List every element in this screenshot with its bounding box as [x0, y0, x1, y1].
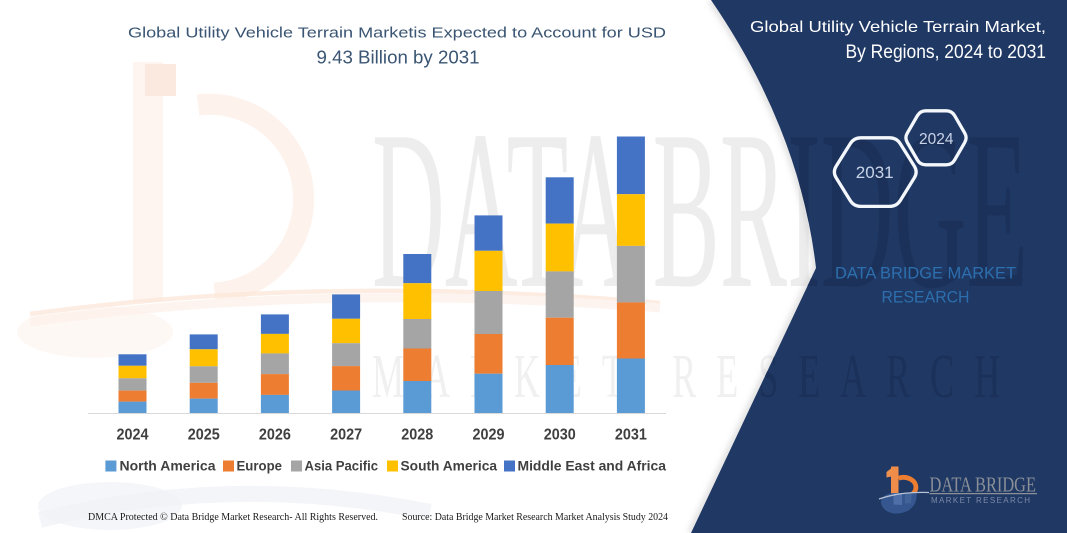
svg-text:Global Utility Vehicle Terrain: Global Utility Vehicle Terrain Marketis …	[128, 26, 666, 42]
svg-text:2024: 2024	[117, 427, 149, 444]
svg-text:DATA BRIDGE: DATA BRIDGE	[930, 473, 1037, 497]
svg-text:RESEARCH: RESEARCH	[882, 287, 970, 306]
svg-text:2027: 2027	[330, 427, 362, 444]
svg-text:North America: North America	[120, 459, 217, 474]
svg-text:South America: South America	[401, 459, 498, 474]
svg-text:MARKET RESEARCH: MARKET RESEARCH	[931, 496, 1034, 505]
svg-text:2024: 2024	[919, 131, 954, 148]
svg-text:Europe: Europe	[237, 459, 283, 474]
svg-text:DATA BRIDGE MARKET: DATA BRIDGE MARKET	[835, 264, 1016, 283]
svg-text:By Regions, 2024 to 2031: By Regions, 2024 to 2031	[846, 42, 1047, 63]
svg-text:Source: Data Bridge Market Res: Source: Data Bridge Market Research Mark…	[402, 511, 668, 523]
svg-text:Asia Pacific: Asia Pacific	[305, 459, 379, 474]
svg-text:2028: 2028	[401, 427, 433, 444]
svg-text:2031: 2031	[856, 163, 894, 182]
svg-text:DMCA Protected © Data Bridge M: DMCA Protected © Data Bridge Market Rese…	[88, 511, 378, 523]
svg-text:2030: 2030	[544, 427, 576, 444]
svg-text:2025: 2025	[188, 427, 220, 444]
svg-text:2029: 2029	[473, 427, 505, 444]
svg-text:Global Utility Vehicle Terrain: Global Utility Vehicle Terrain Market,	[750, 19, 1046, 36]
svg-text:2031: 2031	[615, 427, 647, 444]
svg-text:9.43 Billion by 2031: 9.43 Billion by 2031	[317, 47, 480, 68]
svg-text:2026: 2026	[259, 427, 291, 444]
svg-text:Middle East and Africa: Middle East and Africa	[518, 459, 667, 474]
